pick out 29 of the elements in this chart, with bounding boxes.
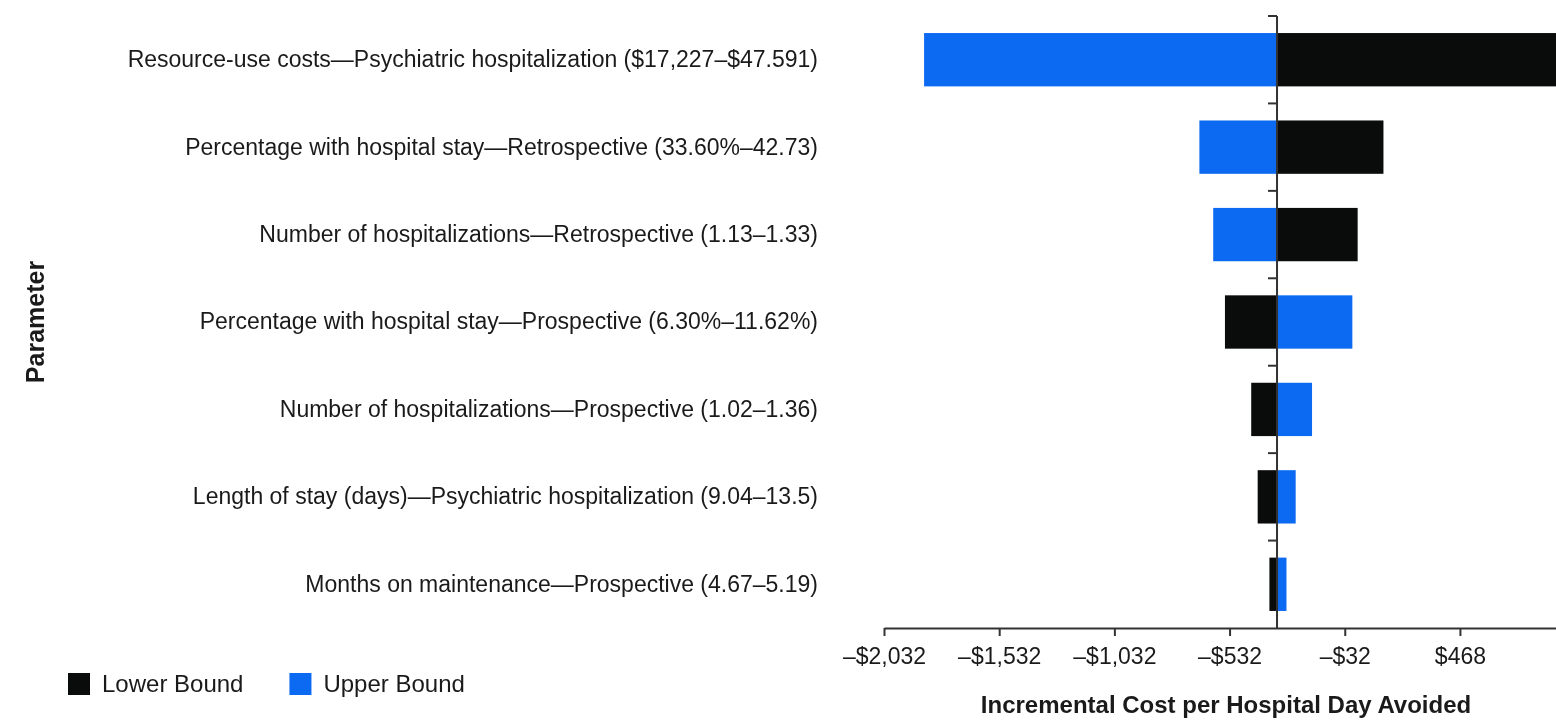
bar <box>924 33 1278 87</box>
bar <box>1199 120 1278 174</box>
bar <box>1277 382 1313 437</box>
y-tick-label: Months on maintenance—Prospective (4.67–5.19) <box>305 570 818 597</box>
bar <box>1257 470 1278 524</box>
bar <box>1277 470 1296 524</box>
legend-label: Upper Bound <box>323 670 465 698</box>
x-tick-label: –$532 <box>1198 643 1263 670</box>
bar <box>1224 295 1278 349</box>
x-tick-label: $468 <box>1434 643 1487 670</box>
legend-label: Lower Bound <box>102 670 244 698</box>
bar <box>1277 120 1384 174</box>
y-tick-label: Resource-use costs—Psychiatric hospitalization ($17,227–$47.591) <box>127 46 818 73</box>
x-axis-title: Incremental Cost per Hospital Day Avoided <box>980 691 1472 718</box>
y-tick-label: Number of hospitalizations—Prospective (1.02–1.36) <box>279 395 818 422</box>
x-tick-label: –$2,032 <box>842 643 927 670</box>
x-tick-label: –$1,532 <box>958 643 1042 670</box>
bar <box>1213 207 1278 262</box>
bar <box>1277 207 1358 262</box>
bar <box>1277 295 1353 349</box>
bar <box>1277 33 1556 87</box>
x-tick-label: –$1,032 <box>1073 643 1157 670</box>
y-tick-label: Length of stay (days)—Psychiatric hospitalization (9.04–13.5) <box>192 483 818 510</box>
bar <box>1251 382 1278 437</box>
y-axis-title: Parameter <box>21 260 49 384</box>
y-tick-label: Percentage with hospital stay—Prospective (6.30%–11.62%) <box>199 308 818 335</box>
y-tick-label: Percentage with hospital stay—Retrospective (33.60%–42.73) <box>185 133 818 160</box>
x-tick-label: –$32 <box>1319 643 1371 670</box>
y-tick-label: Number of hospitalizations—Retrospective (1.13–1.33) <box>259 220 818 247</box>
